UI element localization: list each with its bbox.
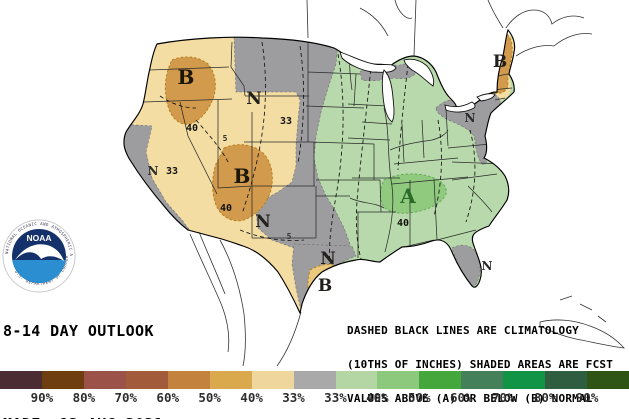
colorbar-segment (545, 371, 588, 389)
colorbar-label: 60% (449, 390, 473, 405)
colorbar-label: 70% (114, 390, 138, 405)
lake-huron (403, 58, 435, 87)
map-label-b-oregon: B (178, 65, 195, 89)
colorbar-segment (125, 371, 168, 389)
legend-note-line-2: (10THS OF INCHES) SHADED AREAS ARE FCST (347, 358, 614, 372)
legend-note-line-1: DASHED BLACK LINES ARE CLIMATOLOGY (347, 323, 579, 337)
colorbar-label: 80% (533, 390, 557, 405)
state-borders (143, 40, 513, 258)
legend-note-block: DASHED BLACK LINES ARE CLIMATOLOGY (10TH… (347, 302, 613, 419)
map-label-33-california: 33 (166, 166, 178, 177)
colorbar-segment (419, 371, 462, 389)
colorbar-segment (503, 371, 546, 389)
map-label-n-california: N (148, 164, 159, 178)
colorbar-label: 40% (366, 390, 389, 405)
colorbar-segment (251, 371, 294, 389)
logo-sea (12, 260, 66, 283)
colorbar-label: 90% (30, 390, 54, 405)
map-label-n-south-texas: N (320, 249, 336, 269)
canada-outlines (306, 0, 593, 57)
colorbar-segments (0, 371, 629, 389)
legend-note-line-3: VALUES ABOVE (A) OR BELOW (B) NORMAL (347, 392, 593, 406)
colorbar-segment (0, 371, 42, 389)
map-label-n-west-texas: N (255, 212, 271, 232)
colorbar-segment (167, 371, 210, 389)
colorbar-segment (461, 371, 504, 389)
colorbar-segment (83, 371, 126, 389)
map-label-40-mississippi: 40 (397, 218, 409, 229)
colorbar-segment (335, 371, 378, 389)
map-label-a-mississippi: A (399, 184, 416, 208)
region-below-normal-fourcorners-core (212, 144, 273, 222)
map-label-climo-5-utah: 5 (223, 134, 228, 143)
map-label-climo-5-texas: 5 (287, 232, 292, 241)
logo-noaa-text: NOAA (26, 233, 51, 243)
mexico-outlines (189, 231, 302, 367)
caribbean-islands (539, 295, 626, 349)
map-label-n-newyork: N (465, 111, 476, 125)
map-label-33-dakotas: 33 (280, 116, 292, 127)
map-label-40-oregon: 40 (186, 123, 198, 134)
colorbar-segment (41, 371, 84, 389)
colorbar-segment (587, 371, 629, 389)
colorbar-label: 90% (575, 390, 599, 405)
colorbar-label: 60% (156, 390, 180, 405)
colorbar-label: 50% (198, 390, 221, 405)
title-line-made: MADE 12 AUG 2021 (3, 416, 239, 419)
title-line-outlook: 8-14 DAY OUTLOOK (3, 322, 154, 340)
colorbar-label: 80% (72, 390, 96, 405)
lake-ontario (476, 93, 496, 102)
colorbar-label: 50% (408, 390, 431, 405)
us-outlook-map: B 40 N 33 N 33 B 40 N A 40 N B B N N 5 5 (123, 0, 626, 367)
colorbar-labels: 90% 80% 70% 60% 50% 40% 33% 33% 40% 50% 60% 70% 80% 9… (0, 390, 629, 407)
colorbar-label: 33% (324, 390, 347, 405)
map-label-40-fourcorners: 40 (220, 203, 232, 214)
climatology-contours (159, 41, 476, 265)
lake-erie (444, 101, 476, 113)
colorbar-segment (293, 371, 336, 389)
colorbar-segment (209, 371, 252, 389)
map-label-b-new-england: B (493, 52, 507, 72)
lake-michigan (381, 69, 395, 123)
colorbar-segment (377, 371, 420, 389)
region-below-normal-oregon-core (164, 56, 216, 125)
colorbar-label: 40% (240, 390, 263, 405)
map-labels: B 40 N 33 N 33 B 40 N A 40 N B B N N 5 5 (148, 52, 508, 296)
us-outline (123, 28, 516, 315)
map-label-b-fourcorners: B (234, 164, 251, 188)
great-lakes (339, 51, 496, 123)
map-label-b-texas-tip: B (318, 276, 332, 296)
seagull-icon (15, 244, 64, 261)
map-label-n-south-florida: N (482, 259, 493, 273)
lake-superior (339, 51, 397, 73)
colorbar-label: 33% (282, 390, 305, 405)
map-label-n-montana: N (246, 89, 262, 109)
colorbar-label: 70% (491, 390, 515, 405)
noaa-logo: NATIONAL OCEANIC AND ATMOSPHERIC ADMINIS… (2, 215, 76, 293)
